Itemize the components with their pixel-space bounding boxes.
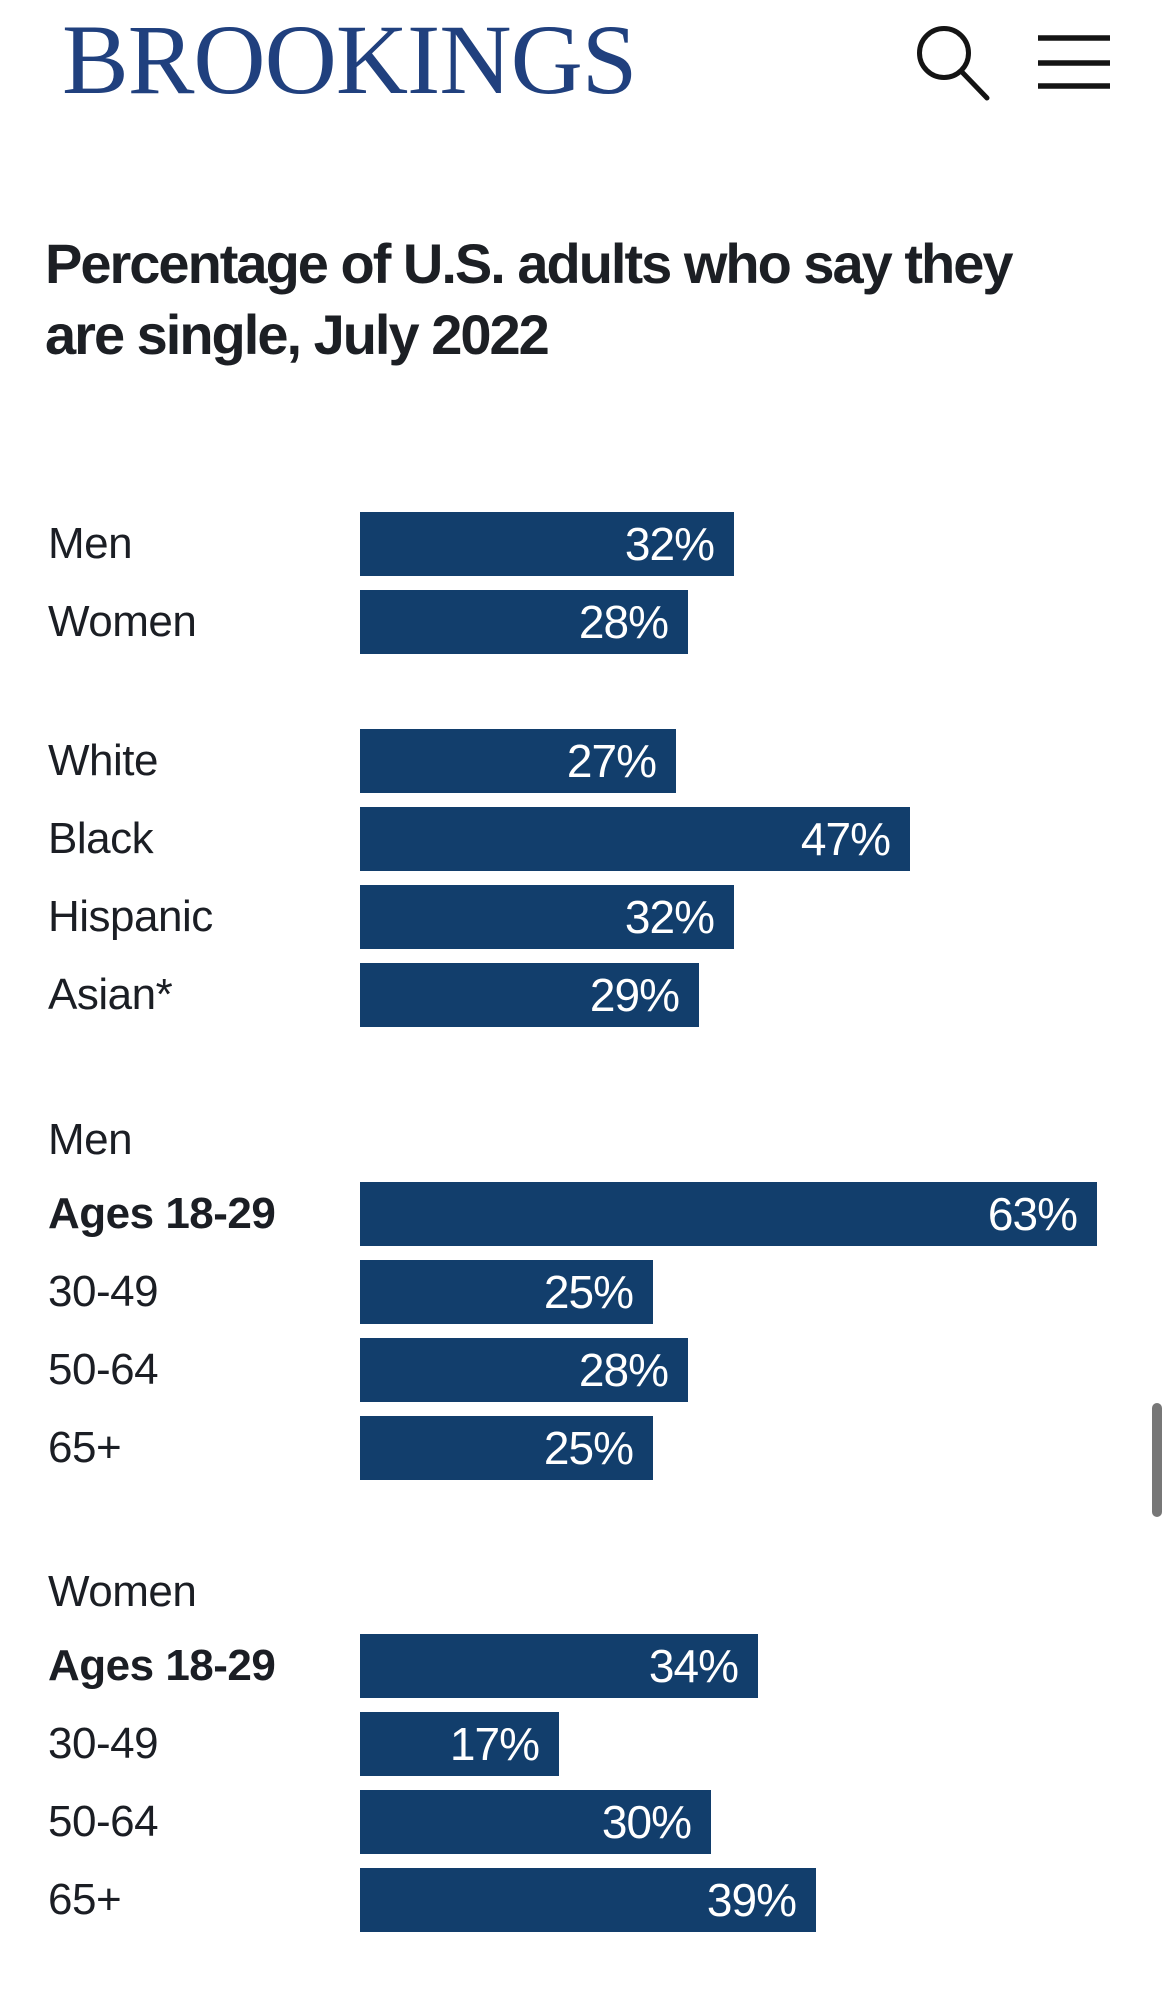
chart-row: 65+ 39% [0,1868,1170,1932]
chart-row: 30-49 25% [0,1260,1170,1324]
menu-button[interactable] [1028,18,1120,100]
bar-value-label: 63% [987,1188,1078,1240]
group-header-women: Women [48,1567,197,1616]
bar: 63% [360,1182,1097,1246]
bar-label: Ages 18-29 [48,1641,276,1690]
chart-title: Percentage of U.S. adults who say they a… [45,228,1155,370]
brookings-logo[interactable]: BROOKINGS [62,4,637,115]
bar-value-label: 29% [589,969,680,1021]
bar-value-label: 47% [800,813,891,865]
chart-row: Men 32% [0,512,1170,576]
bar-value-label: 34% [648,1640,739,1692]
chart-row: 65+ 25% [0,1416,1170,1480]
bar-value-label: 30% [601,1796,692,1848]
bar-value-label: 25% [543,1422,634,1474]
chart-group-1: White 27% Black 47% Hispanic 32% Asian* 29% [0,729,1170,1027]
chart-group-0: Men 32% Women 28% [0,512,1170,654]
bar: 34% [360,1634,758,1698]
bar: 39% [360,1868,816,1932]
chart-row: Asian* 29% [0,963,1170,1027]
bar: 29% [360,963,699,1027]
bar-label: 50-64 [48,1345,159,1394]
chart-row: 50-64 28% [0,1338,1170,1402]
hamburger-menu-icon [1038,35,1110,89]
site-header: BROOKINGS [0,0,1170,140]
bar-value-label: 25% [543,1266,634,1318]
bar-label: Men [48,519,133,568]
bar-label: 30-49 [48,1719,159,1768]
bar: 28% [360,590,688,654]
bar-value-label: 28% [578,1344,669,1396]
chart-group-2: Men Ages 18-29 63% 30-49 25% 50-64 28% 65+ 25% [0,1115,1170,1480]
bar-value-label: 32% [624,891,715,943]
bar-label: 65+ [48,1875,122,1924]
bar: 27% [360,729,676,793]
bar-label: 65+ [48,1423,122,1472]
chart-title-line2: are single, July 2022 [45,303,550,366]
bar-label: Women [48,597,197,646]
bar-label: White [48,736,158,785]
chart-row: 50-64 30% [0,1790,1170,1854]
bar-label: Black [48,814,154,863]
chart-row: Ages 18-29 34% [0,1634,1170,1698]
bar: 28% [360,1338,688,1402]
bar: 25% [360,1260,653,1324]
bar: 17% [360,1712,559,1776]
bar-value-label: 28% [578,596,669,648]
chart-row: White 27% [0,729,1170,793]
bar-label: Asian* [48,970,173,1019]
search-icon [917,26,990,101]
bar: 47% [360,807,910,871]
bar-value-label: 17% [449,1718,540,1770]
chart-row: Black 47% [0,807,1170,871]
bar: 30% [360,1790,711,1854]
bar-value-label: 27% [566,735,657,787]
bar-value-label: 39% [706,1874,797,1926]
chart-row: 30-49 17% [0,1712,1170,1776]
chart-row: Hispanic 32% [0,885,1170,949]
bar-label: 50-64 [48,1797,159,1846]
bar-value-label: 32% [624,518,715,570]
bar-label: 30-49 [48,1267,159,1316]
chart-title-line1: Percentage of U.S. adults who say they [45,232,1014,295]
chart-row: Ages 18-29 63% [0,1182,1170,1246]
bar-label: Ages 18-29 [48,1189,276,1238]
bar: 32% [360,512,734,576]
chart-row: Women 28% [0,590,1170,654]
scrollbar-thumb[interactable] [1152,1403,1162,1517]
bar: 32% [360,885,734,949]
group-header-men: Men [48,1115,133,1164]
bar-chart: Men 32% Women 28% White 27% Black 47% Hispanic 32… [0,512,1170,1946]
search-button[interactable] [906,18,1000,110]
bar-label: Hispanic [48,892,213,941]
bar: 25% [360,1416,653,1480]
chart-group-3: Women Ages 18-29 34% 30-49 17% 50-64 30% 65+ 39% [0,1567,1170,1932]
